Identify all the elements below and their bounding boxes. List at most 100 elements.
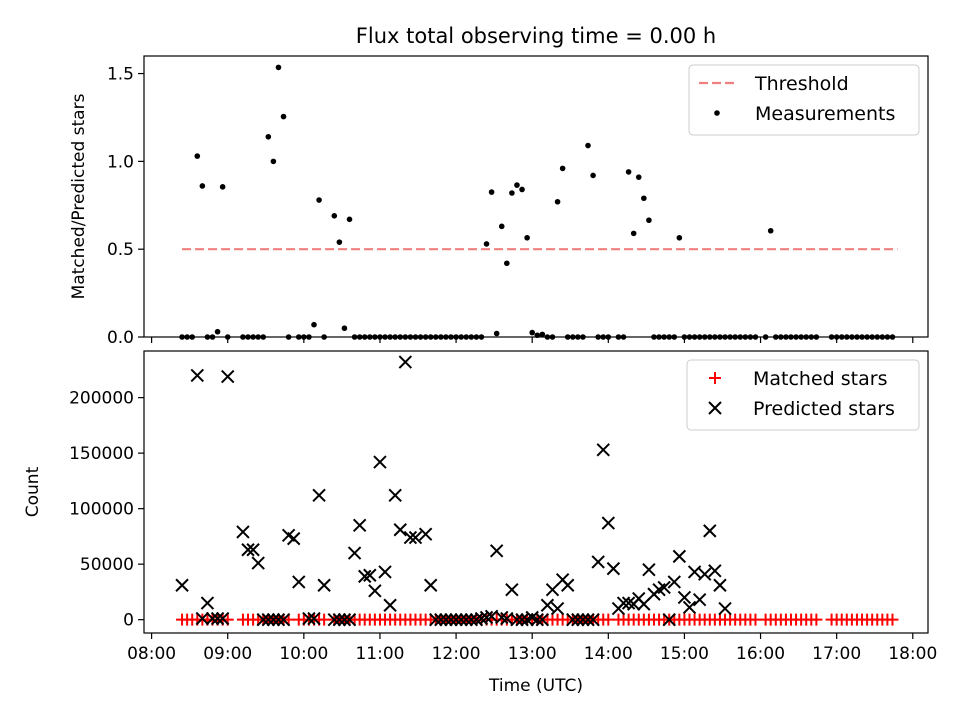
- measurement-point: [189, 334, 196, 340]
- predicted-stars-point: [312, 488, 326, 503]
- measurement-point: [838, 334, 845, 340]
- matched-stars-point: [318, 613, 331, 626]
- measurement-point: [615, 334, 622, 340]
- measurement-point: [666, 334, 673, 340]
- predicted-stars-point: [637, 597, 651, 611]
- y-tick-label: 1.5: [107, 65, 134, 85]
- predicted-stars-point: [677, 590, 692, 605]
- measurement-point: [361, 334, 368, 340]
- measurement-point: [864, 334, 870, 340]
- measurement-point: [194, 153, 201, 159]
- measurement-point: [453, 334, 459, 340]
- measurement-point: [590, 172, 596, 179]
- predicted-stars-point: [687, 565, 702, 579]
- measurement-point: [722, 334, 728, 340]
- predicted-stars-point: [307, 611, 321, 626]
- predicted-stars-point: [175, 578, 189, 592]
- predicted-stars-point: [479, 610, 494, 625]
- measurement-point: [209, 334, 216, 340]
- predicted-stars-point: [332, 612, 347, 627]
- measurement-point: [854, 334, 860, 340]
- measurement-point: [778, 334, 784, 340]
- predicted-stars-point: [327, 612, 341, 627]
- predicted-stars-point: [703, 524, 717, 538]
- measurement-point: [681, 334, 688, 340]
- predicted-stars-point: [200, 596, 215, 610]
- measurement-point: [295, 334, 302, 340]
- predicted-stars-point: [393, 523, 407, 537]
- y-tick-label: 150000: [69, 444, 134, 464]
- measurement-point: [438, 334, 444, 340]
- measurement-point: [564, 334, 571, 340]
- y-tick-label: 0.0: [107, 328, 134, 348]
- measurement-point: [514, 182, 520, 188]
- predicted-stars-point: [236, 525, 250, 539]
- x-tick-label: 09:00: [203, 644, 252, 664]
- predicted-stars-point: [215, 611, 230, 626]
- plot-frame: [143, 350, 929, 634]
- measurement-point: [301, 334, 307, 340]
- measurement-point: [813, 334, 820, 340]
- legend-predicted-stars-swatch: [708, 401, 722, 415]
- predicted-stars-point: [195, 611, 210, 626]
- predicted-stars-point: [388, 488, 402, 503]
- x-tick-label: 12:00: [432, 644, 481, 664]
- predicted-stars-point: [581, 612, 595, 627]
- predicted-stars-point: [454, 612, 468, 627]
- measurement-point: [179, 334, 185, 340]
- matched-stars-point: [886, 613, 899, 626]
- measurement-point: [625, 169, 632, 175]
- measurement-point: [884, 334, 891, 340]
- measurement-point: [712, 334, 718, 340]
- predicted-stars-point: [662, 612, 676, 627]
- predicted-stars-point: [368, 584, 382, 598]
- measurement-point: [737, 334, 744, 340]
- measurement-point: [504, 260, 510, 267]
- measurement-point: [356, 334, 363, 340]
- measurement-point: [443, 334, 449, 340]
- predicted-stars-point: [221, 369, 235, 384]
- measurement-point: [661, 334, 667, 340]
- predicted-stars-point: [337, 612, 352, 627]
- y-tick-label: 1.0: [107, 152, 134, 172]
- predicted-stars-point: [606, 561, 621, 576]
- predicted-stars-point: [418, 527, 433, 541]
- measurement-point: [260, 334, 267, 340]
- measurement-point: [204, 334, 211, 340]
- predicted-stars-point: [408, 530, 423, 545]
- predicted-stars-point: [403, 530, 418, 545]
- predicted-stars-point: [667, 575, 681, 589]
- x-tick-label: 08:00: [127, 644, 176, 664]
- predicted-stars-point: [429, 612, 443, 627]
- measurement-point: [833, 334, 840, 340]
- predicted-stars-point: [530, 612, 544, 627]
- measurement-point: [793, 334, 799, 340]
- measurement-point: [387, 334, 393, 340]
- measurement-point: [367, 334, 373, 340]
- measurement-point: [605, 334, 612, 340]
- measurement-point: [341, 325, 348, 332]
- measurement-point: [701, 334, 708, 340]
- measurement-point: [646, 217, 652, 224]
- measurement-point: [432, 334, 439, 340]
- measurement-point: [427, 334, 434, 340]
- x-tick-label: 17:00: [812, 644, 861, 664]
- predicted-stars-point: [591, 555, 605, 569]
- predicted-stars-point: [266, 612, 281, 627]
- predicted-stars-point: [210, 611, 225, 626]
- legend-label: Predicted stars: [753, 398, 895, 420]
- measurement-point: [524, 234, 530, 241]
- predicted-stars-point: [423, 578, 438, 592]
- measurement-point: [767, 227, 774, 234]
- measurement-point: [509, 190, 515, 196]
- measurement-point: [641, 195, 647, 202]
- x-tick-label: 15:00: [660, 644, 709, 664]
- predicted-stars-point: [439, 612, 453, 627]
- measurement-point: [285, 334, 292, 340]
- predicted-stars-point: [571, 612, 585, 627]
- predicted-stars-point: [205, 611, 220, 626]
- measurement-point: [412, 334, 419, 340]
- predicted-stars-point: [251, 556, 265, 570]
- predicted-stars-point: [708, 564, 722, 578]
- x-tick-label: 16:00: [736, 644, 785, 664]
